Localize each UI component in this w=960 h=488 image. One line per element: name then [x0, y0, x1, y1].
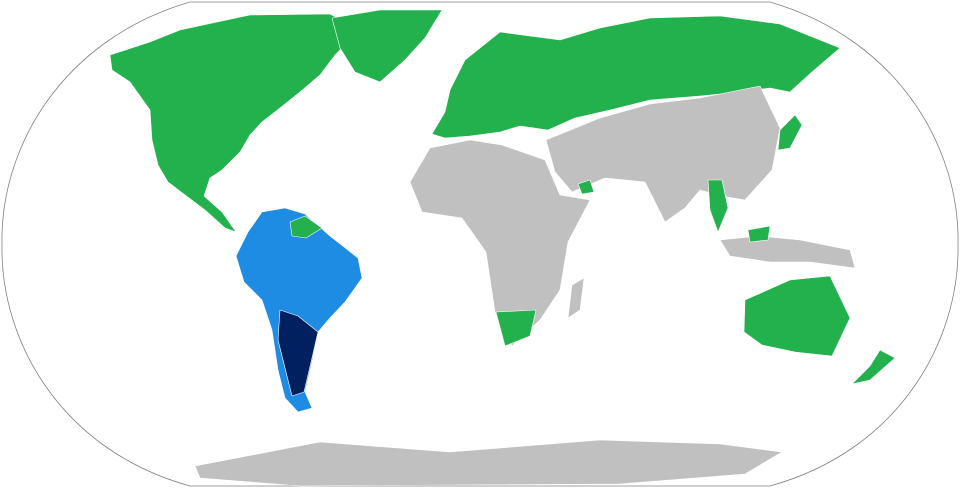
region-eurasia-north [431, 15, 841, 139]
region-madagascar [567, 277, 585, 319]
region-australia [743, 275, 851, 357]
region-north-america [109, 13, 361, 233]
region-guianas [289, 215, 323, 239]
region-greenland [331, 9, 443, 83]
region-africa [409, 139, 591, 347]
region-new-zealand [851, 349, 896, 385]
region-argentina [277, 309, 319, 397]
region-maritime-asia [719, 235, 856, 269]
region-antarctica [194, 439, 783, 487]
region-malaysia [747, 225, 771, 243]
region-arabian-gulf [577, 179, 595, 195]
region-south-africa [495, 309, 537, 347]
region-southeast-asia [707, 179, 729, 233]
region-japan [777, 114, 803, 151]
